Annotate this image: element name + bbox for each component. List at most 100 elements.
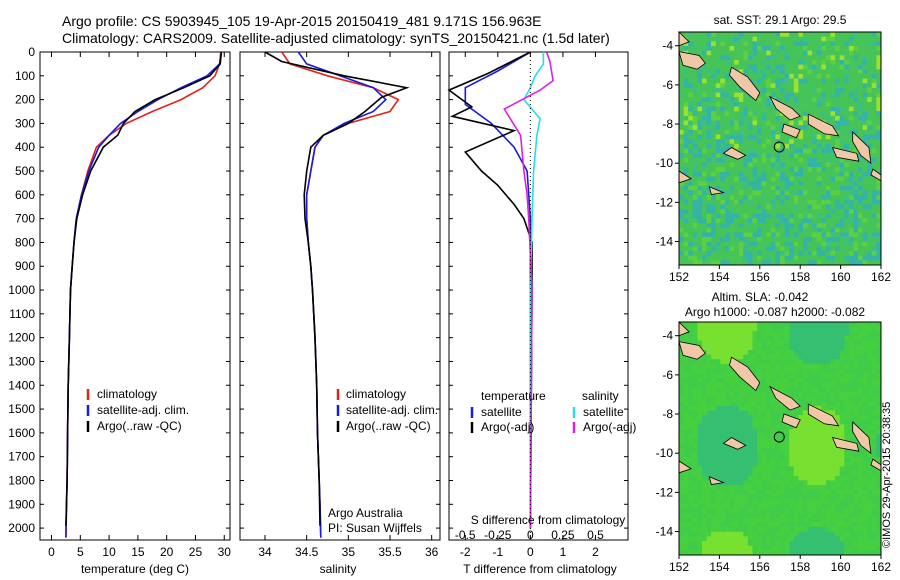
map-cell — [761, 46, 767, 52]
map-cell — [867, 167, 873, 173]
map-cell — [747, 354, 753, 360]
map-cell — [807, 134, 813, 140]
map-cell — [839, 134, 845, 140]
map-cell — [789, 64, 795, 70]
map-cell — [692, 87, 698, 93]
map-cell — [853, 41, 859, 47]
map-cell — [702, 503, 707, 509]
map-cell — [747, 134, 753, 140]
map-cell — [803, 55, 808, 61]
island-landmass — [768, 385, 801, 411]
map-cell — [844, 401, 850, 407]
map-cell — [729, 326, 735, 332]
map-cell — [734, 382, 740, 388]
map-cell — [679, 377, 684, 383]
map-cell — [803, 503, 808, 509]
map-cell — [830, 527, 836, 533]
legend-title: salinity — [582, 389, 619, 403]
map-cell — [835, 171, 841, 177]
map-cell — [761, 480, 767, 486]
map-cell — [720, 36, 726, 42]
map-cell — [683, 129, 689, 135]
map-cell — [720, 69, 726, 75]
map-cell — [683, 447, 689, 453]
map-cell — [793, 209, 799, 215]
map-cell — [775, 461, 781, 467]
map-cell — [784, 373, 790, 379]
map-cell — [835, 162, 841, 168]
map-cell — [761, 438, 767, 444]
map-cell — [720, 176, 726, 182]
map-cell — [830, 69, 836, 75]
map-cell — [679, 494, 684, 500]
map-cell — [871, 60, 877, 66]
map-cell — [789, 227, 795, 233]
map-cell — [835, 115, 841, 121]
map-cell — [679, 522, 684, 528]
map-cell — [798, 185, 804, 191]
map-cell — [793, 148, 799, 154]
map-cell — [821, 181, 827, 187]
map-cell — [724, 336, 730, 342]
map-cell — [793, 447, 799, 453]
map-cell — [747, 550, 753, 556]
map-cell — [720, 354, 726, 360]
map-cell — [770, 513, 776, 519]
map-cell — [734, 517, 740, 523]
map-cell — [793, 46, 799, 52]
map-cell — [830, 322, 836, 328]
map-cell — [702, 120, 707, 126]
map-cell — [775, 111, 781, 117]
map-cell — [770, 246, 776, 252]
map-cell — [688, 153, 694, 159]
map-cell — [775, 550, 781, 556]
map-cell — [871, 260, 877, 266]
map-cell — [839, 541, 845, 547]
map-cell — [816, 331, 822, 337]
map-cell — [793, 204, 799, 210]
map-cell — [830, 115, 836, 121]
map-cell — [839, 391, 845, 397]
map-cell — [766, 181, 772, 187]
map-cell — [679, 204, 684, 210]
map-cell — [844, 494, 850, 500]
legend-label: satellite-adj. clim. — [97, 403, 189, 417]
map-cell — [780, 377, 785, 383]
map-cell — [757, 106, 762, 112]
map-cell — [775, 143, 781, 149]
map-cell — [839, 251, 845, 257]
s-tick-label: 0 — [527, 528, 534, 542]
map-cell — [784, 531, 790, 537]
map-cell — [862, 246, 868, 252]
map-cell — [876, 531, 882, 537]
map-cell — [784, 36, 790, 42]
map-cell — [793, 336, 799, 342]
map-cell — [803, 111, 808, 117]
map-cell — [789, 46, 795, 52]
map-cell — [766, 83, 772, 89]
map-cell — [793, 251, 799, 257]
map-cell — [738, 185, 744, 191]
map-cell — [706, 452, 712, 458]
map-cell — [715, 153, 721, 159]
map-cell — [876, 157, 882, 163]
map-cell — [757, 241, 762, 247]
lat-tick-label: -4 — [662, 39, 673, 53]
map-cell — [844, 69, 850, 75]
map-cell — [871, 120, 877, 126]
x-tick-label: 30 — [218, 545, 232, 559]
map-cell — [844, 139, 850, 145]
map-cell — [679, 373, 684, 379]
map-cell — [734, 83, 740, 89]
map-cell — [858, 97, 863, 103]
map-cell — [747, 522, 753, 528]
map-cell — [715, 401, 721, 407]
map-cell — [752, 429, 758, 435]
map-cell — [743, 143, 749, 149]
map-cell — [803, 120, 808, 126]
map-cell — [835, 251, 841, 257]
map-cell — [803, 157, 808, 163]
map-cell — [770, 64, 776, 70]
map-cell — [702, 139, 707, 145]
